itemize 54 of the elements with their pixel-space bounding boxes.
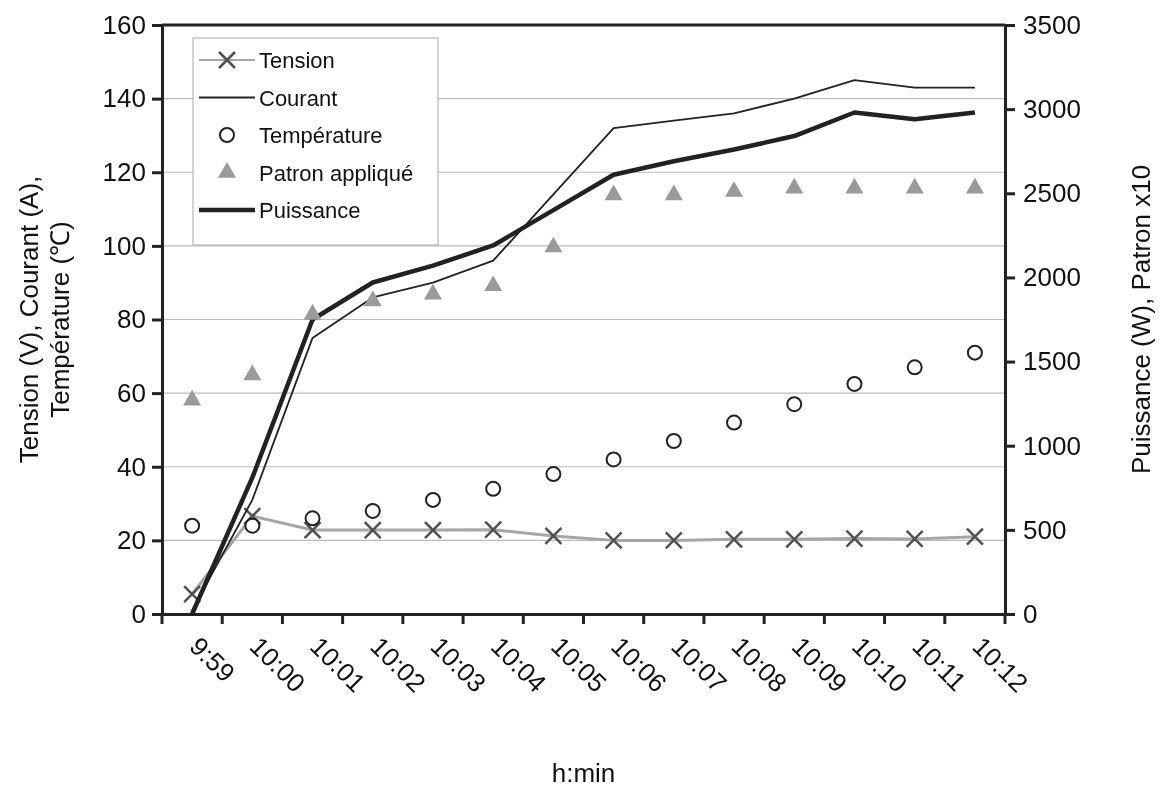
point	[363, 290, 382, 307]
point	[364, 502, 381, 519]
point	[485, 480, 502, 497]
point	[786, 396, 803, 413]
point	[846, 375, 863, 392]
point	[244, 517, 261, 534]
y-tick-label: 60	[117, 377, 146, 408]
point	[906, 359, 923, 376]
y2-tick-label: 1500	[1023, 346, 1081, 377]
y-tick-label: 0	[131, 598, 146, 629]
x-tick-label: 9:59	[183, 631, 241, 689]
y-tick-label: 20	[117, 525, 146, 556]
y2-axis-title: Puissance (W), Patron x10	[1126, 164, 1156, 475]
point	[304, 510, 321, 527]
y-tick-label: 100	[102, 230, 146, 261]
point	[183, 389, 202, 406]
point	[664, 184, 683, 201]
legend-label: Courant	[259, 85, 338, 111]
point	[966, 344, 983, 361]
x-axis-title: h:min	[551, 758, 616, 788]
point	[965, 177, 984, 194]
point	[243, 364, 262, 381]
point	[423, 283, 442, 300]
legend-label: Température	[259, 123, 383, 148]
point	[726, 414, 743, 431]
legend-label: Tension	[259, 48, 335, 73]
point	[605, 451, 622, 468]
point	[303, 304, 322, 320]
point	[725, 181, 744, 197]
y2-tick-label: 1000	[1023, 430, 1081, 461]
point	[424, 491, 441, 508]
y-tick-label: 140	[102, 83, 146, 114]
point	[484, 275, 503, 292]
point	[905, 177, 924, 194]
y-tick-label: 80	[117, 304, 146, 335]
legend-label: Puissance	[259, 198, 361, 223]
y2-tick-label: 0	[1023, 598, 1038, 629]
y2-tick-label: 500	[1023, 514, 1067, 545]
legend-label: Patron appliqué	[259, 160, 414, 186]
point	[184, 517, 201, 534]
point	[544, 236, 563, 253]
y2-tick-label: 3500	[1023, 9, 1081, 40]
y2-tick-label: 2500	[1023, 178, 1081, 209]
y2-tick-label: 3000	[1023, 93, 1081, 124]
y-axis-title: Tension (V), Courant (A), Température (℃)	[14, 175, 75, 464]
y-tick-label: 40	[117, 451, 146, 482]
y-tick-label: 160	[102, 9, 146, 40]
point	[785, 177, 804, 194]
point	[665, 432, 682, 449]
point	[604, 184, 623, 201]
point	[545, 466, 562, 483]
point	[845, 177, 864, 194]
y2-tick-label: 2000	[1023, 262, 1081, 293]
y-tick-label: 120	[102, 157, 146, 188]
